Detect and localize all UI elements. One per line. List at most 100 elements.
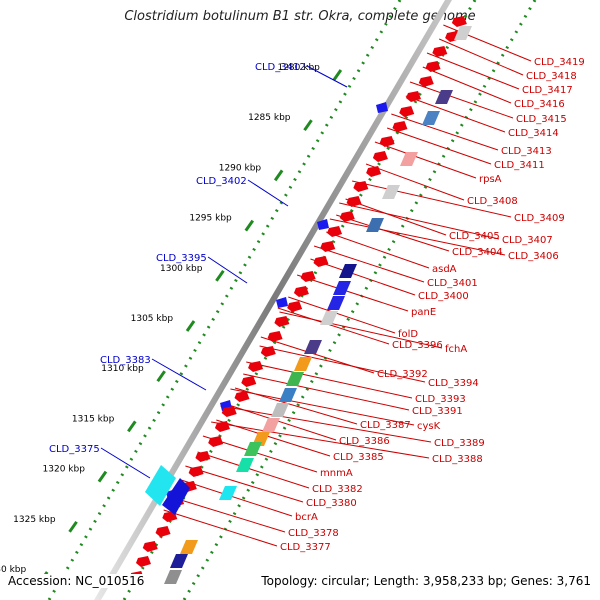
gene-label-right: CLD_3408 bbox=[467, 196, 518, 207]
scale-tick bbox=[215, 269, 225, 282]
right-label-leader bbox=[336, 214, 450, 252]
right-label-leader bbox=[310, 258, 416, 296]
feature-block bbox=[170, 554, 188, 568]
cds-arrow bbox=[418, 76, 434, 87]
right-label-leader bbox=[181, 479, 293, 517]
scale-tick bbox=[127, 420, 137, 433]
gene-label-right: CLD_3417 bbox=[522, 85, 573, 96]
right-label-leader bbox=[352, 180, 512, 218]
left-label-leader bbox=[306, 65, 348, 88]
feature-block bbox=[244, 442, 262, 456]
right-label-leader bbox=[409, 81, 514, 119]
feature-block bbox=[304, 340, 322, 354]
cds-arrow bbox=[287, 301, 303, 312]
feature-block bbox=[382, 185, 400, 199]
gene-label-left: CLD_3412 bbox=[255, 62, 306, 73]
right-label-leader bbox=[386, 127, 492, 165]
right-label-leader bbox=[329, 218, 506, 256]
cds-arrow bbox=[234, 391, 250, 402]
gene-label-right: CLD_3392 bbox=[377, 369, 428, 380]
right-label-leader bbox=[277, 307, 390, 345]
scale-tick bbox=[332, 69, 343, 81]
gene-label-right: CLD_3377 bbox=[280, 542, 331, 553]
cds-arrow bbox=[260, 346, 276, 357]
gene-label-right: cysK bbox=[417, 421, 441, 432]
gene-label-left: CLD_3383 bbox=[100, 355, 151, 366]
right-label-leader bbox=[374, 141, 477, 179]
right-label-leader bbox=[365, 163, 465, 201]
right-label-leader bbox=[216, 419, 331, 457]
gene-label-left: CLD_3375 bbox=[49, 444, 100, 455]
right-label-leader bbox=[211, 421, 430, 459]
scale-tick-label: 1280 kbp bbox=[277, 63, 320, 73]
topology-text: Topology: circular; Length: 3,958,233 bp… bbox=[261, 574, 591, 588]
right-label-leader bbox=[167, 495, 286, 533]
gene-label-right: bcrA bbox=[295, 512, 318, 523]
right-label-leader bbox=[443, 24, 532, 62]
left-label-leader bbox=[207, 256, 248, 284]
gene-label-right: asdA bbox=[432, 264, 457, 275]
gene-label-right: CLD_3394 bbox=[428, 378, 479, 389]
gene-label-right: CLD_3405 bbox=[449, 231, 500, 242]
right-label-leader bbox=[438, 38, 524, 76]
right-label-leader bbox=[163, 509, 278, 547]
cds-arrow bbox=[188, 466, 204, 477]
feature-block bbox=[320, 311, 338, 325]
gene-label-right: CLD_3415 bbox=[516, 114, 567, 125]
cds-arrow bbox=[313, 256, 329, 267]
right-label-leader bbox=[185, 465, 304, 503]
gene-label-right: mnmA bbox=[320, 468, 353, 479]
cds-arrow bbox=[274, 316, 290, 327]
right-label-leader bbox=[197, 451, 310, 489]
feature-block bbox=[327, 296, 345, 310]
cds-arrow bbox=[267, 331, 283, 342]
cds-arrow bbox=[142, 541, 158, 552]
feature-block bbox=[164, 570, 182, 584]
cds-arrow bbox=[399, 106, 415, 117]
gene-label-right: CLD_3389 bbox=[434, 438, 485, 449]
feature-arrow-blue bbox=[276, 297, 288, 308]
cds-arrow bbox=[221, 406, 237, 417]
right-label-leader bbox=[234, 387, 358, 425]
scale-tick-label: 1330 kbp bbox=[0, 565, 26, 575]
right-label-leader bbox=[279, 311, 443, 349]
gene-label-right: CLD_3413 bbox=[501, 146, 552, 157]
gene-label-right: folD bbox=[398, 329, 418, 340]
right-label-leader bbox=[422, 66, 512, 104]
cds-arrow bbox=[392, 121, 408, 132]
scale-tick bbox=[97, 470, 108, 483]
scale-tick-label: 1300 kbp bbox=[160, 264, 203, 274]
gene-label-right: CLD_3400 bbox=[418, 291, 469, 302]
scale-tick-label: 1295 kbp bbox=[189, 214, 232, 224]
cds-arrow bbox=[195, 451, 211, 462]
gene-label-right: CLD_3414 bbox=[508, 128, 559, 139]
gene-label-right: rpsA bbox=[479, 174, 502, 185]
cds-arrow bbox=[379, 136, 395, 147]
scale-tick bbox=[244, 219, 255, 232]
cds-arrow bbox=[214, 421, 230, 432]
gc-dotted-line-2 bbox=[182, 0, 537, 600]
right-label-leader bbox=[391, 113, 499, 151]
gene-label-right: CLD_3404 bbox=[452, 247, 503, 258]
gc-dotted-line-0 bbox=[47, 0, 402, 600]
gene-label-right: CLD_3382 bbox=[312, 484, 363, 495]
gene-label-right: CLD_3418 bbox=[526, 71, 577, 82]
feature-block bbox=[333, 281, 351, 295]
scale-tick-label: 1310 kbp bbox=[101, 364, 144, 374]
feature-block bbox=[366, 218, 384, 232]
gene-label-right: CLD_3396 bbox=[392, 340, 443, 351]
right-label-leader bbox=[339, 202, 500, 240]
cds-arrow bbox=[241, 376, 257, 387]
feature-block bbox=[180, 540, 198, 554]
scale-tick-label: 1320 kbp bbox=[43, 465, 86, 475]
accession-text: Accession: NC_010516 bbox=[8, 574, 145, 588]
feature-block bbox=[271, 403, 289, 417]
cds-arrow bbox=[300, 271, 316, 282]
cds-arrow bbox=[208, 436, 224, 447]
scale-tick-label: 1305 kbp bbox=[131, 314, 174, 324]
right-label-leader bbox=[243, 373, 410, 411]
right-label-leader bbox=[288, 296, 396, 334]
gene-label-right: CLD_3387 bbox=[360, 420, 411, 431]
cds-arrow bbox=[155, 526, 171, 537]
